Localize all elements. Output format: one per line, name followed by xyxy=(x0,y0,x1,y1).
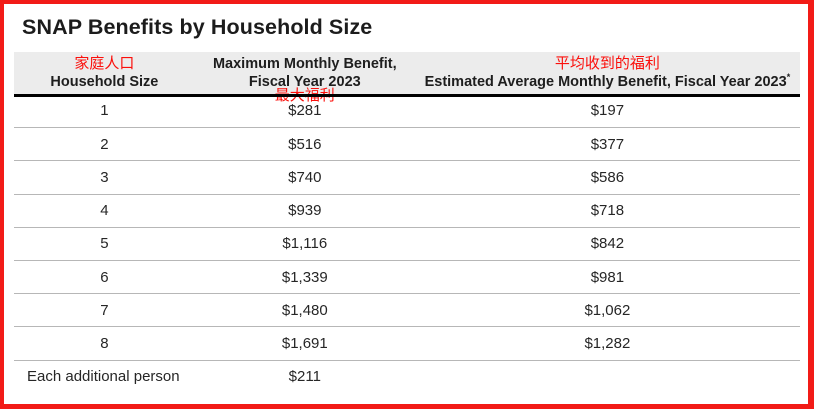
cell-avg-benefit: $377 xyxy=(590,135,625,153)
cell-max-benefit: $281 xyxy=(288,102,322,120)
header-household-size: 家庭人口 Household Size xyxy=(14,52,195,94)
header-avg-benefit: 平均收到的福利 Estimated Average Monthly Benefi… xyxy=(415,52,800,94)
cell-household-size: 7 xyxy=(100,301,109,319)
header-avg-benefit-annotation-zh: 平均收到的福利 xyxy=(554,55,660,72)
cell-household-size: 8 xyxy=(100,334,109,352)
cell-household-size: 6 xyxy=(100,268,109,286)
table-row: 4 $939 $718 xyxy=(14,193,800,227)
cell-avg-benefit: $718 xyxy=(590,202,625,220)
table-row-each-additional: Each additional person $211 xyxy=(14,359,800,393)
cell-avg-benefit: $981 xyxy=(590,268,625,286)
table-row: 2 $516 $377 xyxy=(14,127,800,160)
header-avg-benefit-label: Estimated Average Monthly Benefit, Fisca… xyxy=(424,72,791,90)
cell-max-benefit: $939 xyxy=(288,202,322,220)
cell-max-benefit: $516 xyxy=(288,135,322,153)
table-header-row: 家庭人口 Household Size Maximum Monthly Bene… xyxy=(14,52,800,104)
cell-household-size: 1 xyxy=(100,102,109,120)
cell-household-size: Each additional person xyxy=(27,368,180,386)
table-row: 3 $740 $586 xyxy=(14,160,800,193)
cell-max-benefit: $211 xyxy=(288,368,321,386)
snap-benefits-table: 家庭人口 Household Size Maximum Monthly Bene… xyxy=(14,52,800,393)
cell-avg-benefit: $842 xyxy=(590,235,625,253)
cell-avg-benefit: $1,282 xyxy=(584,334,631,352)
header-household-size-label: Household Size xyxy=(50,74,159,90)
cell-avg-benefit: $1,062 xyxy=(584,301,631,319)
cell-max-benefit: $1,116 xyxy=(282,235,328,253)
cell-max-benefit: $740 xyxy=(288,168,322,186)
cell-avg-benefit: $197 xyxy=(590,102,625,120)
cell-household-size: 3 xyxy=(100,168,109,186)
header-max-benefit: Maximum Monthly Benefit, Fiscal Year 202… xyxy=(195,52,415,94)
cell-max-benefit: $1,339 xyxy=(281,268,328,286)
cell-max-benefit: $1,480 xyxy=(281,301,328,319)
header-max-benefit-label-line2: Fiscal Year 2023 xyxy=(248,74,361,90)
table-row: 7 $1,480 $1,062 xyxy=(14,293,800,326)
cell-household-size: 2 xyxy=(100,135,109,153)
footnote-asterisk: * xyxy=(786,72,791,83)
page-title: SNAP Benefits by Household Size xyxy=(22,15,373,39)
cell-household-size: 4 xyxy=(100,202,109,220)
cell-household-size: 5 xyxy=(100,235,109,253)
header-divider-line xyxy=(14,94,800,97)
header-max-benefit-label-line1: Maximum Monthly Benefit, xyxy=(212,56,397,72)
header-household-size-annotation-zh: 家庭人口 xyxy=(74,55,135,72)
table-row: 6 $1,339 $981 xyxy=(14,259,800,293)
table-row: 8 $1,691 $1,282 xyxy=(14,326,800,359)
table-row: 5 $1,116 $842 xyxy=(14,226,800,260)
table-row: 1 $281 $197 xyxy=(14,94,800,127)
cell-avg-benefit: $586 xyxy=(590,168,625,186)
cell-max-benefit: $1,691 xyxy=(281,334,328,352)
